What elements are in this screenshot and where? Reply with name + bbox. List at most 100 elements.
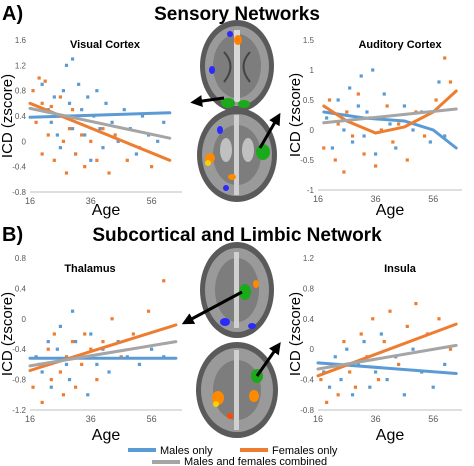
insula-point-females bbox=[348, 370, 352, 374]
auditory-y-tick-label: 1.5 bbox=[303, 36, 315, 45]
insula-y-tick-label: -0.4 bbox=[300, 376, 314, 385]
visual-x-tick-label: 56 bbox=[147, 196, 157, 206]
auditory-point-females bbox=[448, 80, 453, 84]
insula-point-males bbox=[322, 370, 326, 374]
auditory-point-males bbox=[428, 140, 432, 144]
auditory-x-tick-label: 56 bbox=[428, 194, 438, 204]
insula-point-females bbox=[388, 309, 392, 313]
auditory-chart-title: Auditory Cortex bbox=[358, 39, 442, 51]
visual-point-males bbox=[140, 114, 145, 118]
thalamus-y-tick-label: -0.8 bbox=[12, 376, 26, 385]
auditory-point-females bbox=[385, 104, 389, 108]
auditory-point-males bbox=[359, 74, 363, 78]
insula-point-females bbox=[397, 362, 401, 366]
thalamus-point-females bbox=[74, 385, 78, 389]
visual-point-males bbox=[134, 152, 138, 156]
auditory-point-males bbox=[342, 128, 346, 132]
thalamus-point-females bbox=[131, 332, 135, 336]
visual-y-tick-label: 1.2 bbox=[15, 61, 27, 70]
visual-y-tick-label: -0.8 bbox=[12, 188, 26, 197]
thalamus-chart-title: Thalamus bbox=[64, 263, 115, 275]
auditory-fit-line-combined bbox=[322, 107, 458, 125]
thalamus-point-males bbox=[107, 370, 111, 374]
auditory-point-females bbox=[350, 134, 355, 138]
insula-point-females bbox=[371, 317, 375, 321]
thalamus-y-tick-label: 0.4 bbox=[15, 284, 27, 293]
visual-point-females bbox=[64, 171, 69, 175]
thalamus-x-axis-label: Age bbox=[92, 427, 121, 444]
auditory-point-females bbox=[374, 164, 378, 168]
visual-point-females bbox=[67, 127, 72, 131]
thalamus-point-males bbox=[55, 347, 59, 351]
visual-point-females bbox=[101, 127, 105, 131]
insula-point-males bbox=[356, 362, 360, 366]
insula-x-tick-label: 36 bbox=[371, 414, 381, 424]
insula-y-tick-label: 0.8 bbox=[303, 284, 315, 293]
visual-point-females bbox=[83, 165, 87, 169]
visual-point-males bbox=[67, 101, 72, 105]
thalamus-point-males bbox=[58, 324, 62, 328]
thalamus-point-females bbox=[70, 340, 75, 344]
insula-point-females bbox=[382, 340, 386, 344]
section-a-letter: A) bbox=[2, 3, 23, 25]
visual-point-males bbox=[61, 89, 66, 93]
thalamus-point-males bbox=[46, 340, 50, 344]
thalamus-point-males bbox=[86, 393, 90, 397]
insula-point-males bbox=[362, 340, 366, 344]
visual-point-females bbox=[113, 133, 117, 137]
auditory-point-males bbox=[388, 122, 392, 126]
auditory-point-males bbox=[437, 80, 441, 84]
visual-point-males bbox=[95, 89, 99, 93]
auditory-point-females bbox=[342, 170, 346, 174]
visual-point-males bbox=[83, 133, 87, 137]
chart-visual-cortex: Visual Cortex 1.6 1.2 0.8 0.4 0 -0.4 -0.816 36 56… bbox=[0, 36, 182, 219]
visual-fit-line-combined bbox=[28, 106, 172, 140]
visual-point-males bbox=[101, 146, 105, 150]
visual-point-females bbox=[70, 108, 75, 112]
visual-point-females bbox=[58, 95, 62, 99]
legend-females-label: Females only bbox=[272, 445, 338, 457]
auditory-fit-line-females bbox=[322, 89, 458, 135]
auditory-point-males bbox=[365, 110, 369, 114]
thalamus-point-females bbox=[110, 317, 114, 321]
thalamus-point-females bbox=[40, 400, 44, 404]
auditory-point-females bbox=[327, 98, 332, 102]
brain-axial-sensory-bottom bbox=[197, 108, 277, 202]
thalamus-point-males bbox=[70, 309, 75, 313]
visual-point-males bbox=[52, 95, 56, 99]
section-a-title: Sensory Networks bbox=[154, 4, 320, 25]
visual-point-females bbox=[40, 101, 44, 105]
auditory-point-females bbox=[362, 152, 366, 156]
visual-point-males bbox=[122, 108, 126, 112]
brain-axial-limbic-top bbox=[200, 242, 274, 338]
visual-point-males bbox=[156, 139, 160, 143]
brain-axial-sensory-top bbox=[200, 20, 274, 112]
insula-point-males bbox=[374, 370, 378, 374]
auditory-y-tick-label: -1 bbox=[307, 186, 315, 195]
auditory-x-axis-label: Age bbox=[376, 202, 405, 219]
thalamus-point-males bbox=[40, 370, 44, 374]
thalamus-point-females bbox=[101, 340, 105, 344]
insula-y-tick-label: 0.4 bbox=[303, 315, 315, 324]
insula-point-males bbox=[350, 393, 355, 397]
auditory-y-axis-label: ICD (zscore) bbox=[287, 73, 304, 157]
insula-y-tick-label: -0.8 bbox=[300, 406, 314, 415]
insula-point-females bbox=[376, 378, 381, 382]
thalamus-point-males bbox=[150, 347, 154, 351]
thalamus-point-females bbox=[49, 378, 53, 382]
auditory-point-females bbox=[422, 134, 427, 138]
visual-y-axis-label: ICD (zscore) bbox=[0, 74, 16, 158]
insula-point-females bbox=[448, 347, 453, 351]
auditory-point-males bbox=[394, 146, 398, 150]
visual-point-females bbox=[61, 139, 66, 143]
insula-point-males bbox=[327, 385, 332, 389]
insula-y-axis-label: ICD (zscore) bbox=[287, 292, 304, 376]
arrow-to-insula bbox=[255, 342, 281, 377]
thalamus-x-tick-label: 16 bbox=[25, 414, 35, 424]
thalamus-point-females bbox=[46, 347, 50, 351]
thalamus-point-females bbox=[52, 332, 56, 336]
visual-point-males bbox=[70, 57, 75, 61]
auditory-y-tick-label: 0 bbox=[310, 126, 315, 135]
insula-fit-line-combined bbox=[316, 343, 458, 371]
auditory-point-males bbox=[402, 104, 406, 108]
